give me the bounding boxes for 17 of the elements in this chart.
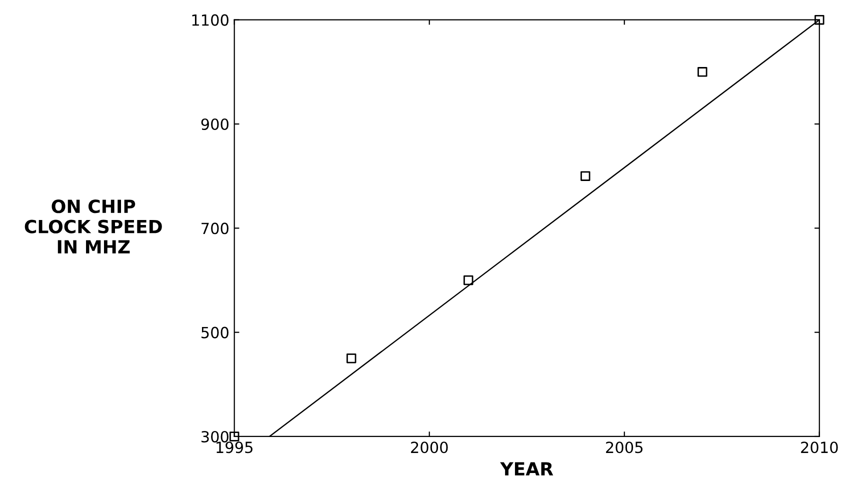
x-tick-label: 2010 [801, 442, 838, 454]
point [229, 432, 240, 442]
y-tick-label: 900 [201, 118, 228, 130]
y-tick-label: 700 [202, 222, 228, 234]
y-tick-label: 300 [201, 430, 228, 442]
y-tick-label: 1100 [192, 14, 228, 26]
point [464, 275, 474, 286]
y-tick-label: 500 [202, 326, 228, 338]
x-tick-label: 1995 [216, 442, 252, 454]
point [698, 67, 708, 77]
y-axis-title: ON CHIP CLOCK SPEED IN MHZ [24, 200, 162, 254]
x-axis-title: YEAR [500, 462, 554, 476]
point [580, 171, 590, 181]
x-tick-label: 2005 [606, 442, 642, 454]
x-tick-label: 2000 [411, 442, 448, 454]
point [814, 14, 824, 25]
point [346, 354, 356, 364]
